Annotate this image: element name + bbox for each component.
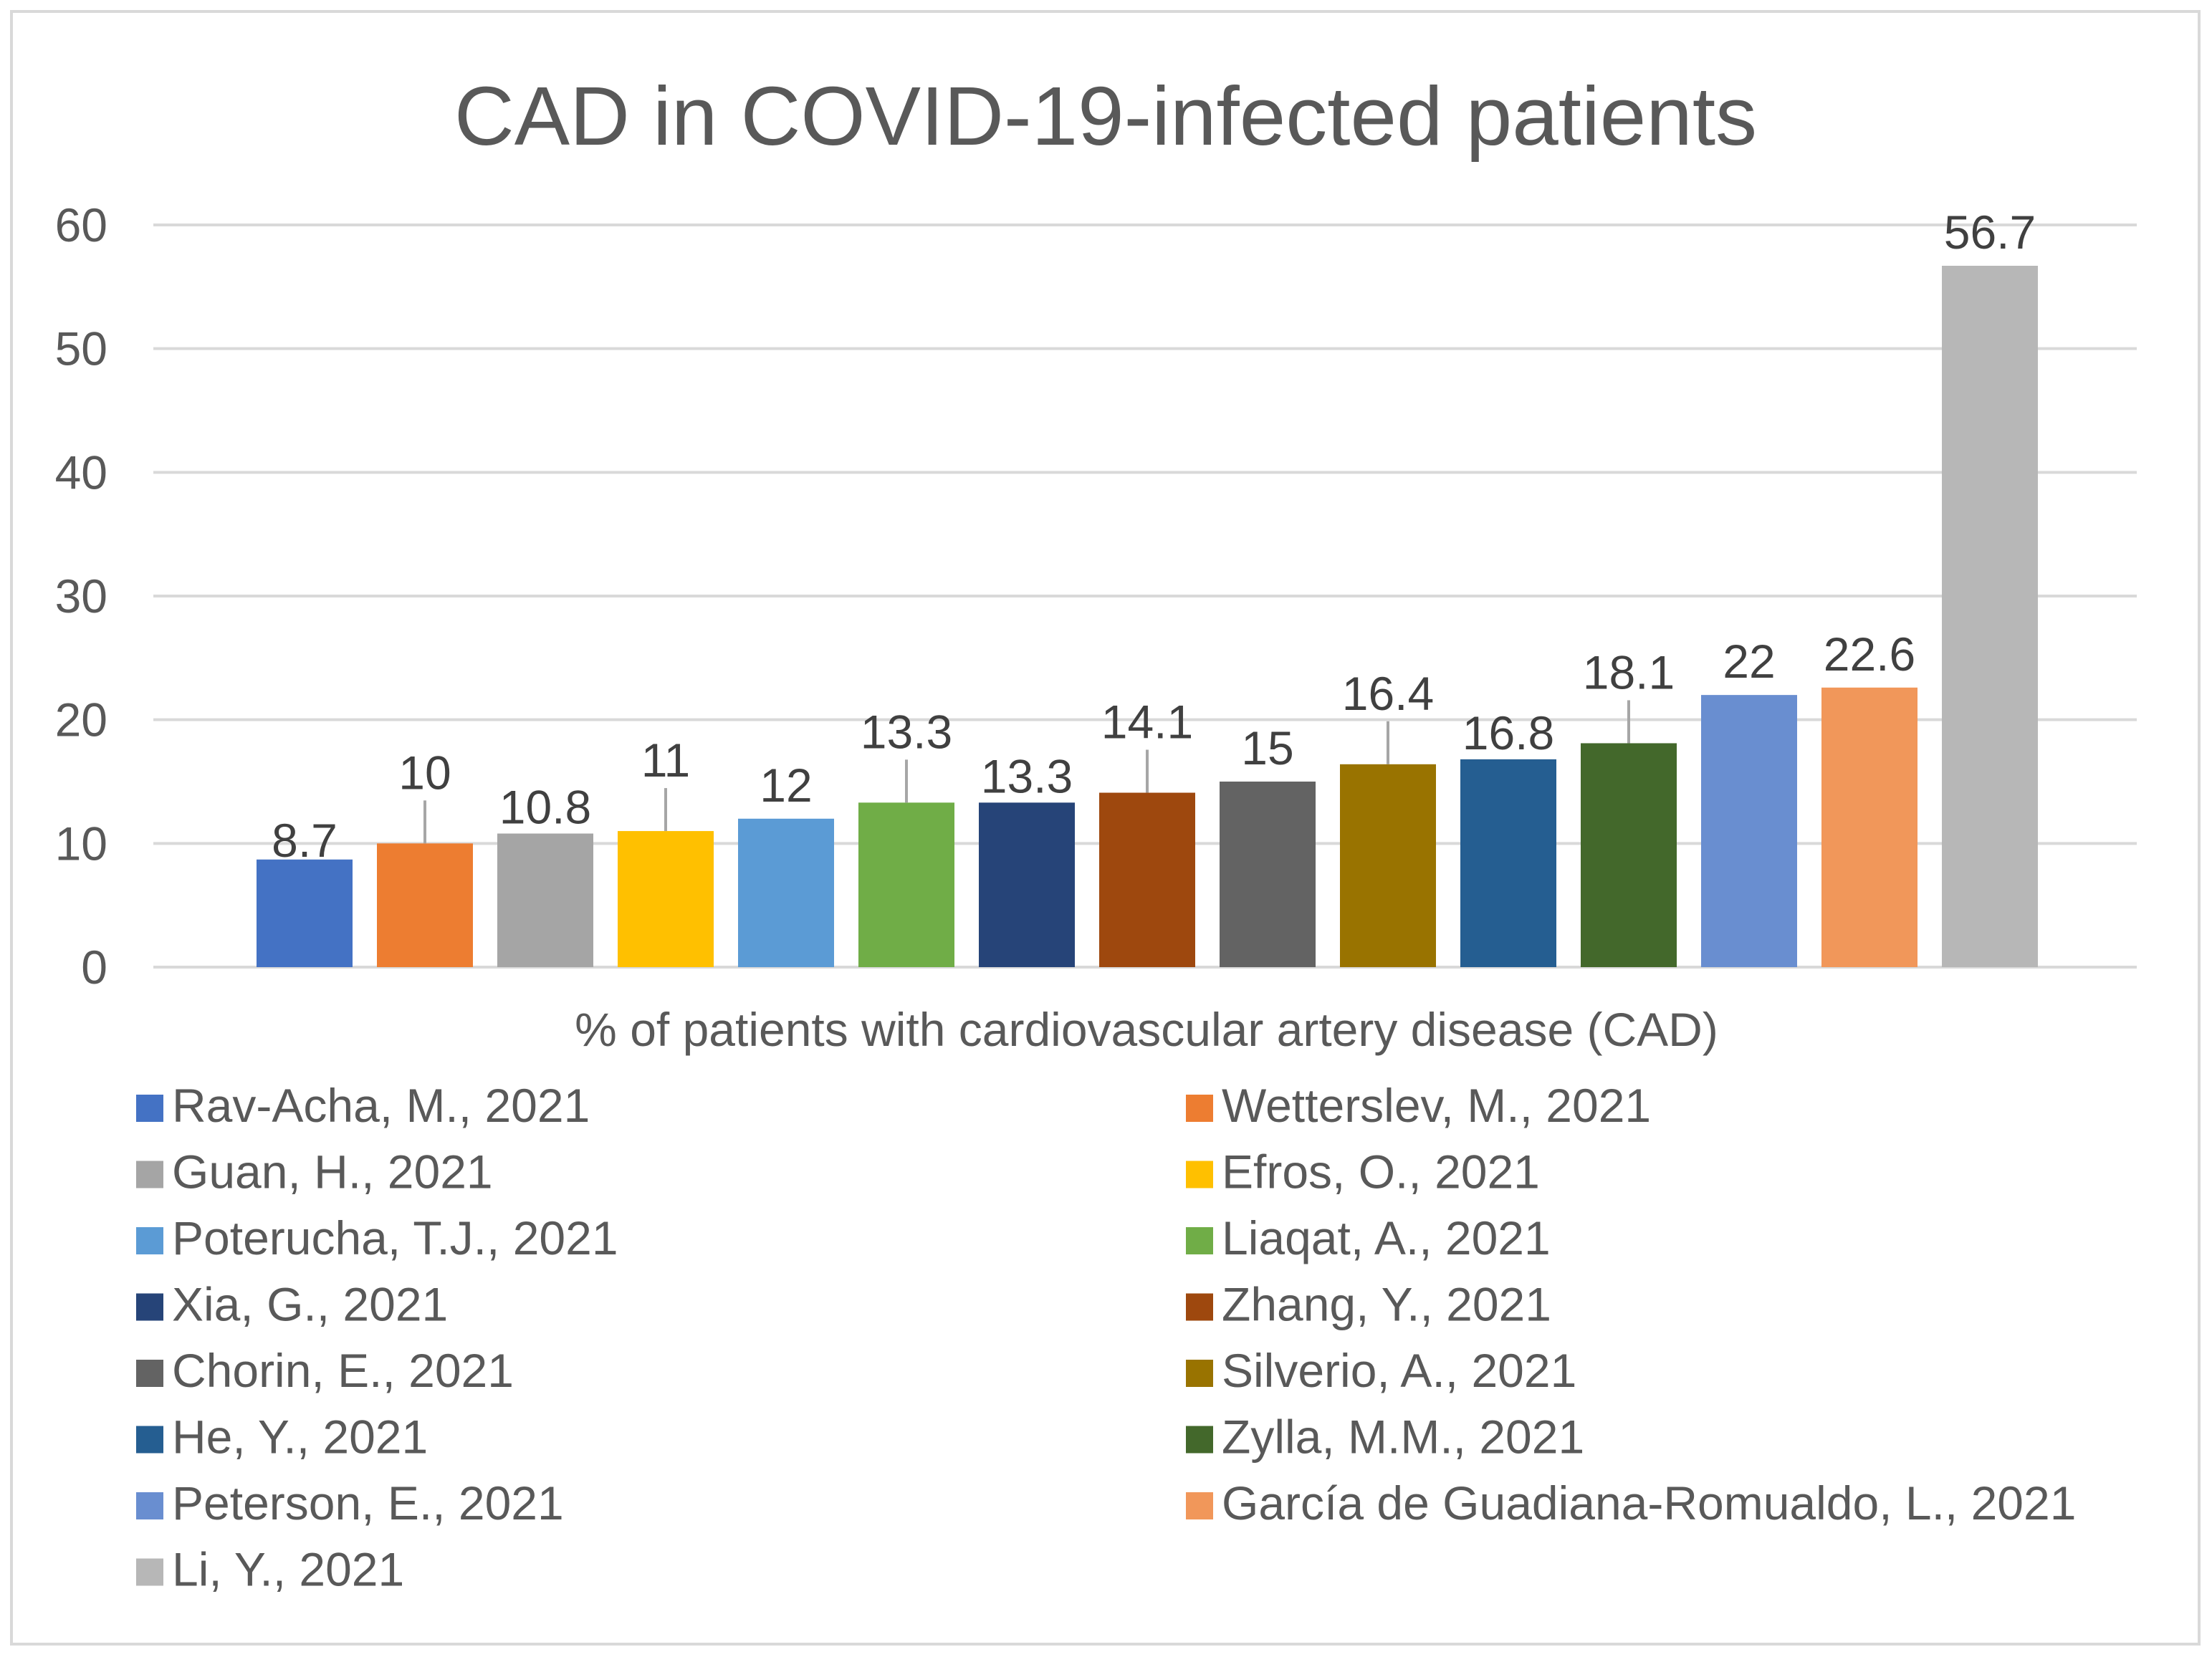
legend-item: Liaqat, A., 2021 — [1186, 1211, 1551, 1264]
bar — [1220, 782, 1316, 967]
bar — [497, 833, 593, 967]
data-label: 8.7 — [272, 814, 337, 867]
legend-label: Zhang, Y., 2021 — [1222, 1278, 1551, 1331]
legend-swatch — [1186, 1360, 1213, 1387]
y-tick-label: 20 — [55, 693, 107, 746]
y-tick-label: 60 — [55, 198, 107, 251]
legend-label: Poterucha, T.J., 2021 — [172, 1211, 618, 1264]
data-label: 13.3 — [981, 749, 1073, 802]
data-labels: 8.7 10 10.8 11 12 13.3 13.3 14.1 15 16.4 16.8 18.1 2… — [272, 206, 2036, 867]
y-tick-label: 50 — [55, 322, 107, 375]
data-label: 22 — [1723, 635, 1775, 688]
legend-swatch — [1186, 1426, 1213, 1454]
legend-swatch — [1186, 1293, 1213, 1321]
data-label: 15 — [1241, 721, 1293, 774]
legend-label: Rav-Acha, M., 2021 — [172, 1079, 590, 1132]
bars — [257, 265, 2038, 968]
legend-item: Wetterslev, M., 2021 — [1186, 1079, 1651, 1132]
data-label: 12 — [760, 759, 812, 812]
y-tick-label: 40 — [55, 446, 107, 499]
legend-label: Peterson, E., 2021 — [172, 1476, 564, 1529]
bar — [1701, 695, 1797, 967]
legend-swatch — [136, 1360, 163, 1387]
legend-item: Rav-Acha, M., 2021 — [136, 1079, 590, 1132]
legend-swatch — [136, 1426, 163, 1454]
legend-item: Peterson, E., 2021 — [136, 1476, 564, 1529]
legend-item: Chorin, E., 2021 — [136, 1344, 514, 1397]
data-label: 18.1 — [1583, 645, 1675, 698]
legend-item: Li, Y., 2021 — [136, 1543, 404, 1596]
data-label: 10 — [398, 746, 451, 799]
legend-label: Silverio, A., 2021 — [1222, 1344, 1576, 1397]
legend-label: Xia, G., 2021 — [172, 1278, 448, 1331]
legend-label: Efros, O., 2021 — [1222, 1146, 1540, 1199]
data-label: 13.3 — [861, 705, 952, 758]
legend-label: Li, Y., 2021 — [172, 1543, 404, 1596]
data-label: 10.8 — [499, 781, 591, 834]
legend-item: Xia, G., 2021 — [136, 1278, 448, 1331]
legend-label: Liaqat, A., 2021 — [1222, 1211, 1551, 1264]
legend-swatch — [1186, 1227, 1213, 1254]
legend-label: Wetterslev, M., 2021 — [1222, 1079, 1651, 1132]
bar — [979, 802, 1075, 967]
y-tick-label: 30 — [55, 570, 107, 623]
bar — [1460, 759, 1556, 967]
legend-label: He, Y., 2021 — [172, 1411, 428, 1464]
legend-item: Poterucha, T.J., 2021 — [136, 1211, 618, 1264]
legend-swatch — [136, 1558, 163, 1586]
legend-swatch — [136, 1161, 163, 1188]
data-label: 16.4 — [1342, 667, 1434, 720]
bar — [738, 818, 834, 967]
legend-item: Guan, H., 2021 — [136, 1146, 493, 1199]
bar — [618, 831, 714, 967]
legend-label: García de Guadiana-Romualdo, L., 2021 — [1222, 1476, 2076, 1529]
label-leader-lines — [423, 700, 1630, 844]
data-label: 16.8 — [1462, 706, 1554, 759]
bar — [1942, 265, 2038, 968]
legend: Rav-Acha, M., 2021 Wetterslev, M., 2021 Gu… — [136, 1079, 2076, 1596]
data-label: 22.6 — [1824, 628, 1915, 681]
bar — [1340, 764, 1436, 967]
legend-item: Efros, O., 2021 — [1186, 1146, 1540, 1199]
legend-swatch — [1186, 1161, 1213, 1188]
legend-item: Zhang, Y., 2021 — [1186, 1278, 1551, 1331]
legend-item: He, Y., 2021 — [136, 1411, 428, 1464]
gridlines — [153, 224, 2137, 969]
bar — [1581, 743, 1677, 967]
legend-swatch — [1186, 1095, 1213, 1122]
bar — [858, 802, 954, 967]
x-axis-label: % of patients with cardiovascular artery… — [575, 1003, 1718, 1056]
legend-swatch — [136, 1492, 163, 1519]
data-label: 11 — [641, 734, 691, 787]
legend-item: García de Guadiana-Romualdo, L., 2021 — [1186, 1476, 2076, 1529]
legend-swatch — [136, 1095, 163, 1122]
y-axis-ticks: 0 10 20 30 40 50 60 — [55, 198, 107, 994]
legend-item: Zylla, M.M., 2021 — [1186, 1411, 1584, 1464]
legend-swatch — [136, 1293, 163, 1321]
legend-item: Silverio, A., 2021 — [1186, 1344, 1576, 1397]
data-label: 56.7 — [1944, 206, 2036, 259]
chart-title: CAD in COVID-19-infected patients — [454, 69, 1757, 163]
legend-label: Chorin, E., 2021 — [172, 1344, 514, 1397]
data-label: 14.1 — [1101, 696, 1193, 749]
y-tick-label: 0 — [81, 941, 107, 994]
bar — [1821, 687, 1917, 967]
bar — [257, 859, 353, 967]
legend-swatch — [1186, 1492, 1213, 1519]
legend-label: Guan, H., 2021 — [172, 1146, 493, 1199]
legend-swatch — [136, 1227, 163, 1254]
y-tick-label: 10 — [55, 817, 107, 870]
legend-label: Zylla, M.M., 2021 — [1222, 1411, 1584, 1464]
bar — [1099, 792, 1195, 967]
bar — [377, 843, 473, 967]
